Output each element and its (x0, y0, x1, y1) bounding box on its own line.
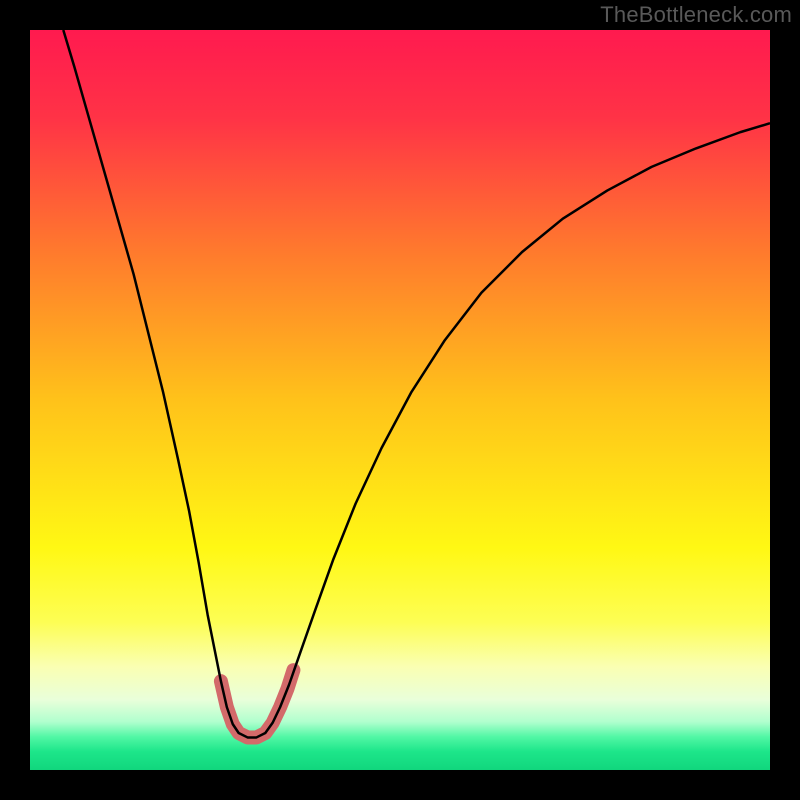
attribution-text: TheBottleneck.com (600, 2, 792, 28)
bottleneck-chart (30, 30, 770, 770)
plot-area (30, 30, 770, 770)
gradient-background (30, 30, 770, 770)
